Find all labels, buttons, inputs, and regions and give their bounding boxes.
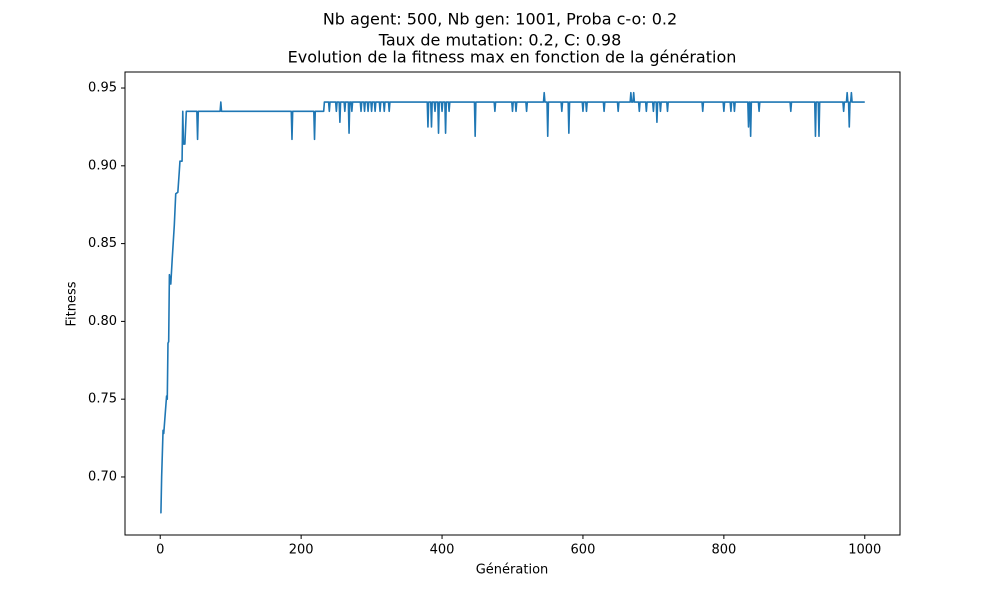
plot-frame [124, 71, 901, 536]
y-tick-label: 0.90 [88, 158, 117, 173]
x-tick-label: 0 [156, 543, 164, 558]
data-line [160, 91, 865, 514]
y-tick-label: 0.80 [88, 314, 117, 329]
y-tick-label: 0.95 [88, 81, 117, 96]
x-tick-label: 600 [571, 543, 596, 558]
y-axis-label: Fitness [65, 281, 80, 326]
suptitle: Taux de mutation: 0.2, C: 0.98 [378, 31, 622, 50]
x-axis-label: Génération [476, 563, 549, 578]
chart-title: Evolution de la fitness max en fonction … [288, 48, 737, 67]
x-tick-label: 400 [430, 543, 455, 558]
y-tick-label: 0.70 [88, 469, 117, 484]
suptitle: Nb agent: 500, Nb gen: 1001, Proba c-o: … [323, 10, 677, 29]
y-tick-label: 0.75 [88, 392, 117, 407]
x-tick-label: 800 [711, 543, 736, 558]
y-tick-label: 0.85 [88, 236, 117, 251]
x-tick-label: 1000 [848, 543, 881, 558]
x-tick-label: 200 [289, 543, 314, 558]
